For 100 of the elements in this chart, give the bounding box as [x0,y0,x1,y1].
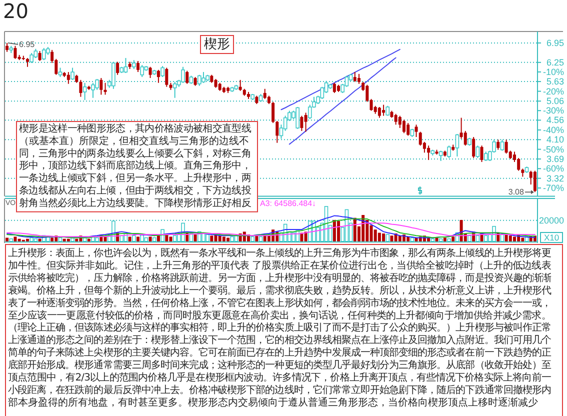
bar [304,232,308,242]
candlestick [263,88,266,100]
candlestick [406,122,410,136]
bar [128,236,132,242]
bar [452,236,455,242]
annotation: 6.95 [19,40,36,49]
y-tick-label: 4.56 [546,115,564,126]
candlestick [394,113,398,126]
candlestick [79,79,82,98]
candlestick [276,120,279,144]
candlestick [116,61,120,76]
candlestick [300,115,304,132]
y-tick-label: 4.10 [546,134,564,145]
y2-tick-label: -60% [542,164,564,174]
y2-tick-label: -10% [542,66,564,77]
candlestick [82,82,87,101]
bar [156,236,160,242]
candlestick [357,73,360,84]
text: 20 [3,0,28,23]
bar [508,236,512,242]
candlestick [464,130,467,146]
bar [148,236,152,242]
bar [218,236,222,242]
candlestick [136,60,140,73]
annotation: 一条边线上倾或下斜，但另一条水平。上升楔形中，两 [19,172,252,184]
text: 上涨通道的形态之间的差别在于：楔形替上涨设下一个范围，它的相交边界线相聚点在上涨停止及回撤加入点附近。我们可用几个 [8,334,552,346]
bar [6,238,9,242]
bar [398,236,402,242]
text: 20000 [538,215,564,226]
text: 加牛性。但实际并非如此。记住，上升三角形的平顶代表 了股票供给正在某价位进行出仓，当供给全被吃掉时（上升的低边线表 [8,259,552,272]
bar [18,238,21,242]
bar [512,236,516,242]
y-tick-label: 6.95 [546,38,564,48]
text: 小段距离，在狂跌前的最后反弹中冲上去。价格冲破楔形下部的边线时，它们常常立即开始急剧下降，随后的下跌通常回撤楔形内 [8,384,551,396]
annotation: 楔形是这样一种图形形态，其内价格波动被相交直型线 [19,122,252,134]
annotation: 同，三角形中的两条边线要么上倾要么下斜，对称三角 [19,147,252,160]
chart-title: 楔形 [204,37,230,52]
candlestick [378,106,381,118]
text: 简单的句子来陈述上尖楔形的主要关键内容。它可在前面已存在的上升趋势中发展成一种顶部变细的形态或者在前一下跌趋势的正 [8,346,552,359]
candlestick [427,145,430,160]
candlestick [272,101,275,124]
text: （理论上正确，但该陈述必须与这样的事实相符，即上升的价格实质上吸引了而不是打击了公众的购买。）上升楔形与被叫作正常 [8,322,551,334]
y2-tick-label: -30% [542,106,564,116]
candlestick [332,82,336,94]
text: 表了一种逐渐变弱的形势。当然，任何价格上涨，不管它在图表上形状如何，都会削弱市场的技术性地位。未来的买方会一一或， [8,296,551,309]
bar [255,236,258,242]
candlestick [496,139,500,150]
bar [443,238,446,242]
bar [104,236,107,242]
y2-tick-label: -20% [542,86,564,96]
bar [136,236,140,242]
candlestick [504,139,508,154]
bar [75,238,78,242]
y-tick-label: 5.63 [546,76,564,87]
candlestick [148,66,152,79]
text: 衰竭。价格上升，但每个新的上升波动比上一个要弱。最后，需求彻底失败，趋势反转。所以，从技术分析意义上讲，上升楔形代 [8,284,552,296]
candlestick [165,67,168,88]
bar [87,238,90,242]
annotation: 射角当然必须比上方边线要陡。下降楔形情形正好相反 [19,196,252,209]
candlestick [418,131,422,146]
bar [66,238,70,242]
candlestick [156,69,160,84]
candlestick [472,136,476,158]
candlestick [353,72,356,82]
candlestick [533,170,536,193]
bar [222,236,226,242]
annotation: A3: 64586.484↓ [260,199,316,208]
text: 部本身盈得的所有地盘，有时甚至更多。楔形形态内交易倾向于遵从普通三角形形态，当价格向楔形顶点上移时逐渐减少 [8,396,538,408]
y2-tick-label: -40% [542,124,564,135]
bar [14,236,17,242]
candlestick [382,104,386,116]
candlestick [414,124,418,138]
line-series [280,48,400,110]
y2-tick-label: -50% [542,144,564,154]
bar [226,238,230,242]
bar [169,236,172,242]
y-tick-label: 3.69 [546,154,564,164]
y2-tick-label: -70% [542,182,564,193]
candlestick [186,70,189,84]
bar [378,232,381,242]
bar [194,234,197,242]
bar [26,238,30,242]
bar [62,238,66,242]
annotation: 3.08 [508,188,524,197]
line-series [288,57,396,145]
candlestick [14,45,17,60]
candlestick [398,115,402,128]
bar [374,230,377,242]
candlestick [480,145,484,162]
candlestick [38,50,42,62]
candlestick [238,79,242,92]
text: 顶点范围中，有2/3以上的范围内价格几乎是在楔形框内波动。许多情况下，价格上升离开顶点，有些情况下价格实际上将向前一 [8,372,552,384]
bar [337,221,340,242]
bar [210,236,214,242]
bar [390,236,394,242]
annotation: 条边线都从左向右上倾，但由于两线相交，下方边线投 [19,184,252,196]
candlestick [66,72,70,84]
candlestick [124,58,128,74]
text: 至少应该一一更愿意付较低的价格，而同时股东更愿意在高价卖出，换句话说，任何种类的上升都倾向于增加供给并减少需求。 [8,309,551,322]
candlestick [402,119,406,134]
